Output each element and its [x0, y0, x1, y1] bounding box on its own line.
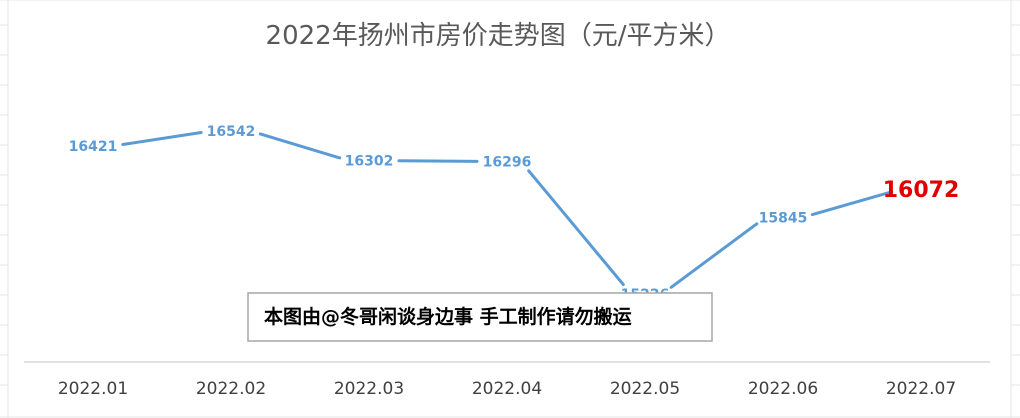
- series-segment: [397, 159, 479, 163]
- x-tick-label: 2022.06: [748, 379, 818, 399]
- series-segment: [258, 132, 342, 160]
- chart-title: 2022年扬州市房价走势图（元/平方米）: [266, 21, 731, 51]
- series-line-group: [121, 131, 894, 289]
- series-segment: [810, 190, 894, 217]
- series-segment: [121, 131, 203, 146]
- data-label: 16296: [483, 154, 532, 170]
- x-tick-label: 2022.03: [334, 379, 404, 399]
- x-tick-label: 2022.02: [196, 379, 266, 399]
- data-label: 16302: [345, 154, 394, 170]
- note-text: 本图由@冬哥闲谈身边事 手工制作请勿搬运: [264, 305, 632, 328]
- data-label: 16421: [69, 139, 118, 155]
- x-tick-label: 2022.01: [58, 379, 128, 399]
- note-box: 本图由@冬哥闲谈身边事 手工制作请勿搬运: [247, 292, 713, 342]
- note-box-border: [247, 292, 713, 342]
- x-axis-ticks: 2022.01 2022.02 2022.03 2022.04 2022.05 2022.…: [58, 379, 956, 399]
- series-segment: [669, 222, 759, 289]
- data-labels-group: 16421165421630216296152261584516072: [69, 124, 960, 303]
- series-segment: [527, 169, 625, 286]
- x-tick-label: 2022.07: [886, 379, 956, 399]
- x-tick-label: 2022.04: [472, 379, 542, 399]
- x-tick-label: 2022.05: [610, 379, 680, 399]
- data-label-highlight: 16072: [883, 178, 960, 203]
- data-label: 16542: [207, 124, 256, 140]
- data-label: 15845: [759, 210, 808, 226]
